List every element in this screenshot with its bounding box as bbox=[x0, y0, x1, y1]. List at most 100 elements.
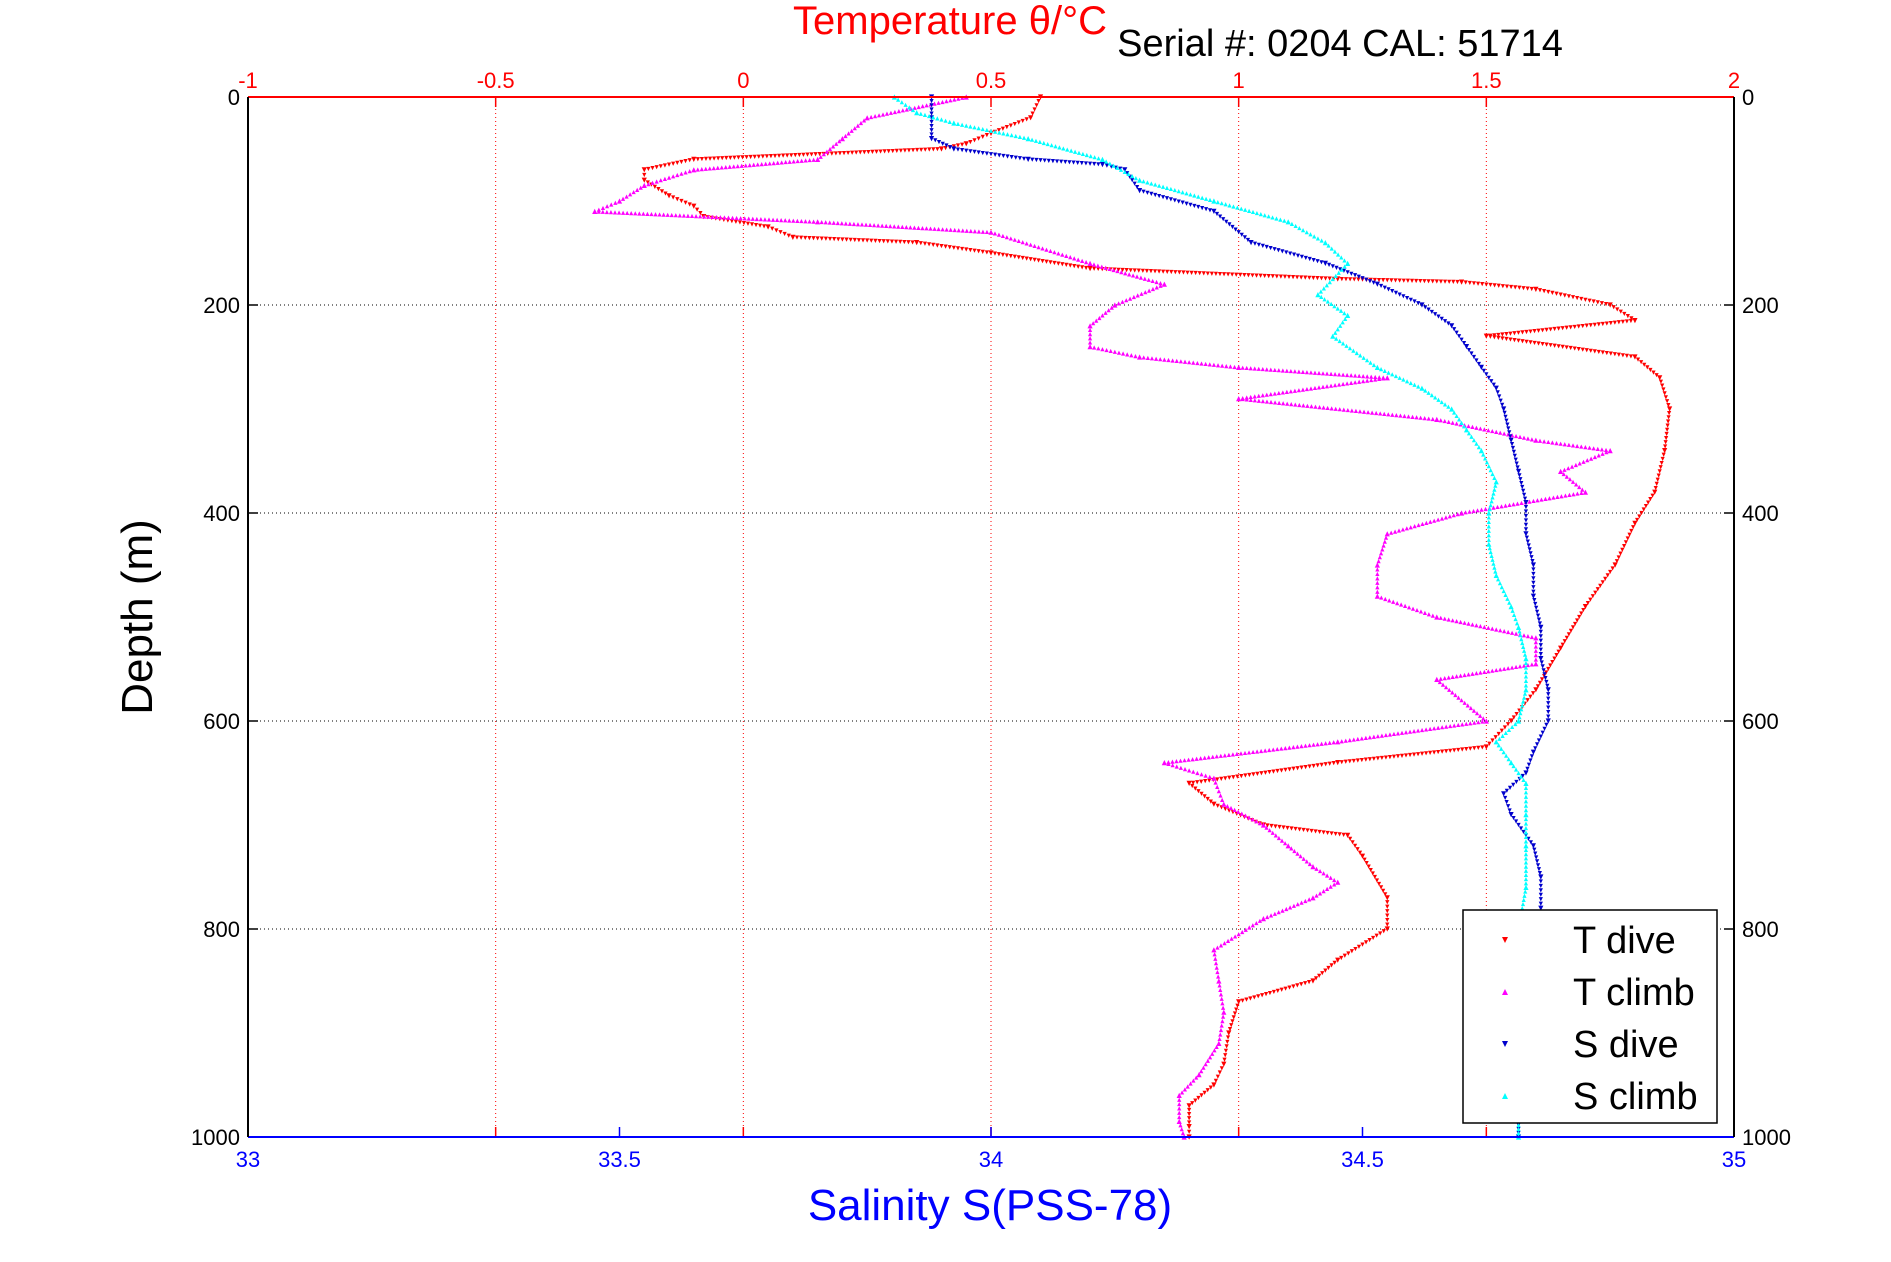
data-point-interp bbox=[1254, 273, 1259, 278]
data-point-interp bbox=[1588, 348, 1593, 353]
data-point-interp bbox=[1230, 752, 1236, 757]
data-point-interp bbox=[1076, 257, 1081, 262]
data-point-interp bbox=[1555, 494, 1560, 499]
data-point-interp bbox=[1486, 533, 1491, 538]
data-point-interp bbox=[955, 147, 961, 152]
data-point bbox=[839, 136, 845, 142]
data-point-interp bbox=[1129, 353, 1134, 358]
data-point-interp bbox=[1401, 294, 1406, 299]
data-point bbox=[1463, 427, 1470, 433]
data-point-interp bbox=[1410, 414, 1415, 419]
data-point bbox=[1285, 219, 1291, 225]
data-point bbox=[1434, 416, 1440, 422]
data-point-interp bbox=[1546, 666, 1551, 672]
data-point-interp bbox=[1534, 855, 1539, 860]
data-point bbox=[1186, 780, 1192, 786]
data-point-interp bbox=[1378, 367, 1384, 372]
data-point-interp bbox=[1193, 1098, 1198, 1103]
data-point-interp bbox=[1180, 190, 1185, 195]
data-point-interp bbox=[1042, 158, 1047, 163]
data-point-interp bbox=[1359, 757, 1364, 763]
data-point-interp bbox=[936, 226, 941, 232]
data-point-interp bbox=[900, 224, 905, 229]
data-point-interp bbox=[1158, 283, 1163, 288]
data-point-interp bbox=[852, 237, 857, 243]
data-point-interp bbox=[1140, 268, 1145, 273]
data-point-interp bbox=[1336, 270, 1341, 275]
data-point-interp bbox=[1270, 830, 1275, 835]
data-point-interp bbox=[872, 114, 878, 119]
data-point-interp bbox=[1323, 762, 1328, 767]
data-point-interp bbox=[951, 245, 956, 250]
data-point-interp bbox=[1199, 791, 1204, 796]
data-point-interp bbox=[1543, 496, 1548, 502]
data-point-interp bbox=[1468, 705, 1473, 711]
data-point bbox=[1260, 916, 1267, 922]
data-point-interp bbox=[1409, 278, 1415, 283]
data-point-interp bbox=[1326, 262, 1332, 267]
data-point-interp bbox=[1658, 379, 1664, 384]
data-point bbox=[1137, 188, 1143, 194]
data-point-interp bbox=[1264, 399, 1270, 404]
data-point-interp bbox=[1087, 327, 1093, 333]
data-point-interp bbox=[916, 225, 921, 230]
data-point-interp bbox=[1314, 893, 1319, 898]
data-point-interp bbox=[1257, 918, 1262, 923]
data-point-interp bbox=[1364, 861, 1369, 866]
data-point-interp bbox=[1349, 373, 1354, 378]
data-point-interp bbox=[1337, 338, 1342, 344]
data-point-interp bbox=[899, 100, 904, 105]
data-point-interp bbox=[1443, 685, 1449, 690]
data-point-interp bbox=[1598, 583, 1603, 588]
data-point-interp bbox=[1450, 618, 1455, 623]
data-point-interp bbox=[1615, 307, 1620, 312]
data-point-interp bbox=[843, 221, 848, 226]
data-point-interp bbox=[635, 187, 640, 192]
data-point-interp bbox=[1386, 287, 1391, 292]
data-point-interp bbox=[1107, 266, 1112, 271]
data-point-interp bbox=[1248, 394, 1253, 400]
data-point-interp bbox=[1372, 874, 1377, 880]
data-point-interp bbox=[1418, 609, 1424, 614]
y-axis-title: Depth (m) bbox=[113, 519, 162, 715]
data-point-interp bbox=[903, 102, 908, 107]
data-point bbox=[1087, 344, 1093, 350]
data-point-interp bbox=[1215, 784, 1220, 789]
data-point-interp bbox=[1220, 1005, 1226, 1010]
data-point-interp bbox=[1536, 867, 1542, 872]
data-point-interp bbox=[1280, 368, 1285, 373]
data-point-interp bbox=[1355, 758, 1360, 763]
data-point-interp bbox=[1538, 647, 1543, 652]
data-point-interp bbox=[1387, 755, 1393, 760]
data-point-interp bbox=[1500, 332, 1505, 337]
data-point-interp bbox=[1116, 267, 1121, 272]
data-point-interp bbox=[1280, 390, 1285, 395]
data-point-interp bbox=[1032, 243, 1037, 249]
data-point-interp bbox=[1506, 629, 1511, 635]
data-point-interp bbox=[1096, 162, 1101, 167]
top-tick-label: 1 bbox=[1233, 68, 1245, 93]
data-point-interp bbox=[1283, 986, 1288, 991]
data-point-interp bbox=[1349, 949, 1354, 954]
data-point-interp bbox=[1466, 621, 1471, 626]
data-point-interp bbox=[1546, 692, 1551, 697]
data-point-interp bbox=[650, 180, 655, 185]
data-point-interp bbox=[984, 133, 989, 138]
data-point-interp bbox=[960, 148, 965, 153]
data-point bbox=[1530, 749, 1536, 755]
data-point-interp bbox=[1580, 323, 1585, 329]
data-point-interp bbox=[1456, 334, 1462, 339]
data-point bbox=[1501, 791, 1507, 797]
legend-marker bbox=[1502, 1093, 1508, 1099]
data-point-interp bbox=[1303, 764, 1308, 770]
data-point-interp bbox=[730, 215, 735, 220]
data-point-interp bbox=[1518, 826, 1524, 831]
data-point-interp bbox=[929, 124, 934, 129]
data-point-interp bbox=[1176, 189, 1181, 194]
data-point-interp bbox=[1331, 740, 1336, 745]
data-point-interp bbox=[807, 235, 812, 241]
data-point-interp bbox=[1540, 341, 1545, 347]
data-point-interp bbox=[1327, 740, 1332, 745]
data-point-interp bbox=[1254, 749, 1260, 754]
data-point-interp bbox=[1044, 247, 1049, 252]
